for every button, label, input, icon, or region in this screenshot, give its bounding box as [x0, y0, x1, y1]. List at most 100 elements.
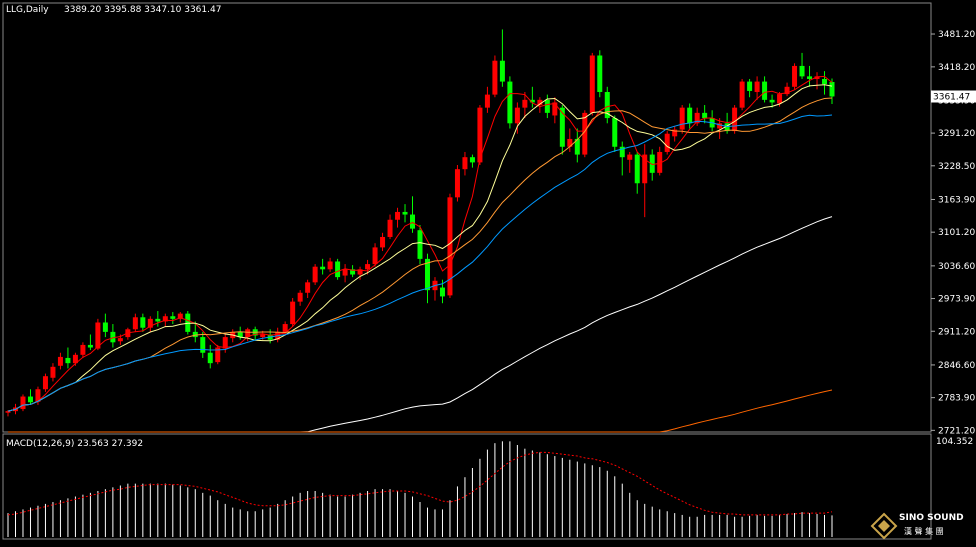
- candle-body: [814, 76, 820, 79]
- y-axis-tick-label: 3163.90: [938, 195, 975, 205]
- candle-body: [20, 396, 26, 410]
- candle-body: [589, 55, 595, 113]
- price-marker-text: 3361.47: [933, 93, 970, 103]
- candle-body: [402, 211, 408, 215]
- candle-body: [365, 264, 371, 270]
- macd-panel[interactable]: [2, 433, 932, 540]
- candle-body: [822, 78, 828, 85]
- candle-body: [559, 107, 565, 147]
- candle-body: [350, 269, 356, 275]
- candle-body: [35, 389, 41, 402]
- candle-body: [72, 354, 78, 364]
- candle-body: [424, 258, 430, 291]
- candle-body: [380, 236, 386, 248]
- candle-body: [439, 287, 445, 297]
- candle-body: [784, 86, 790, 95]
- candle-body: [687, 107, 693, 124]
- candle-body: [567, 138, 573, 147]
- candle-body: [829, 81, 835, 97]
- ma5-line: [7, 75, 833, 412]
- candle-body: [582, 112, 588, 155]
- candle-body: [694, 112, 700, 124]
- candle-body: [619, 146, 625, 158]
- y-axis-tick-label: 2911.20: [938, 327, 975, 337]
- candle-body: [102, 322, 108, 332]
- candle-body: [335, 261, 341, 278]
- macd-max-label: 104.352: [936, 437, 973, 447]
- candle-body: [417, 230, 423, 259]
- candle-body: [514, 107, 520, 124]
- candle-body: [522, 99, 528, 108]
- candle-body: [155, 318, 161, 322]
- y-axis-tick-label: 3101.20: [938, 228, 975, 238]
- candle-body: [612, 118, 618, 147]
- candle-body: [597, 55, 603, 93]
- candle-body: [87, 344, 93, 348]
- candle-body: [207, 352, 213, 364]
- candle-body: [724, 123, 730, 132]
- candle-body: [110, 331, 116, 343]
- price-panel[interactable]: [2, 2, 932, 433]
- brand-logo: SINO SOUND 漢 聲 集 團: [870, 512, 964, 540]
- candle-body: [312, 266, 318, 283]
- candle-body: [117, 338, 123, 342]
- candle-body: [215, 347, 221, 363]
- candle-body: [327, 261, 333, 270]
- candle-body: [132, 317, 138, 330]
- candle-body: [529, 99, 535, 103]
- candle-body: [634, 154, 640, 184]
- candle-body: [222, 337, 228, 349]
- candle-body: [672, 129, 678, 137]
- candle-body: [499, 60, 505, 82]
- ohlc-readout: 3389.20 3395.88 3347.10 3361.47: [64, 5, 221, 15]
- candle-body: [604, 92, 610, 119]
- price-marker-box: [931, 90, 976, 103]
- candle-body: [237, 331, 243, 338]
- candle-body: [792, 65, 798, 87]
- candle-body: [192, 331, 198, 338]
- candle-body: [507, 81, 513, 124]
- candle-body: [777, 94, 783, 104]
- ma30-line: [7, 114, 833, 412]
- candle-body: [140, 317, 146, 328]
- candle-body: [80, 344, 86, 355]
- candle-body: [170, 316, 176, 319]
- y-axis-tick-label: 2783.90: [938, 394, 975, 404]
- candle-body: [357, 269, 363, 275]
- candle-body: [5, 411, 11, 413]
- candle-body: [282, 324, 288, 332]
- candle-body: [177, 313, 183, 319]
- candle-body: [574, 138, 580, 155]
- candle-body: [462, 157, 468, 170]
- candle-body: [42, 376, 48, 390]
- logo-subtext: 漢 聲 集 團: [904, 526, 944, 536]
- candle-body: [762, 81, 768, 100]
- candle-body: [739, 81, 745, 108]
- candle-body: [65, 357, 71, 364]
- candle-body: [754, 81, 760, 93]
- candle-body: [50, 366, 56, 378]
- macd-signal-line: [7, 451, 833, 516]
- candle-body: [544, 99, 550, 113]
- candle-body: [447, 197, 453, 296]
- candle-body: [95, 322, 101, 349]
- candle-body: [627, 154, 633, 160]
- candle-body: [410, 214, 416, 229]
- candle-body: [642, 154, 648, 184]
- candle-body: [162, 316, 168, 322]
- candle-body: [664, 133, 670, 152]
- y-axis-tick-label: 3291.20: [938, 129, 975, 139]
- price-marker: 3361.47: [931, 90, 976, 103]
- chart-title: LLG,Daily: [6, 5, 49, 15]
- y-axis-tick-label: 2721.20: [938, 426, 975, 436]
- candle-body: [342, 269, 348, 276]
- macd-label: MACD(12,26,9) 23.563 27.392: [6, 439, 143, 449]
- candle-body: [799, 65, 805, 77]
- y-axis-tick-label: 3418.20: [938, 63, 975, 73]
- candle-body: [297, 292, 303, 302]
- candle-body: [477, 107, 483, 163]
- candle-body: [290, 301, 296, 325]
